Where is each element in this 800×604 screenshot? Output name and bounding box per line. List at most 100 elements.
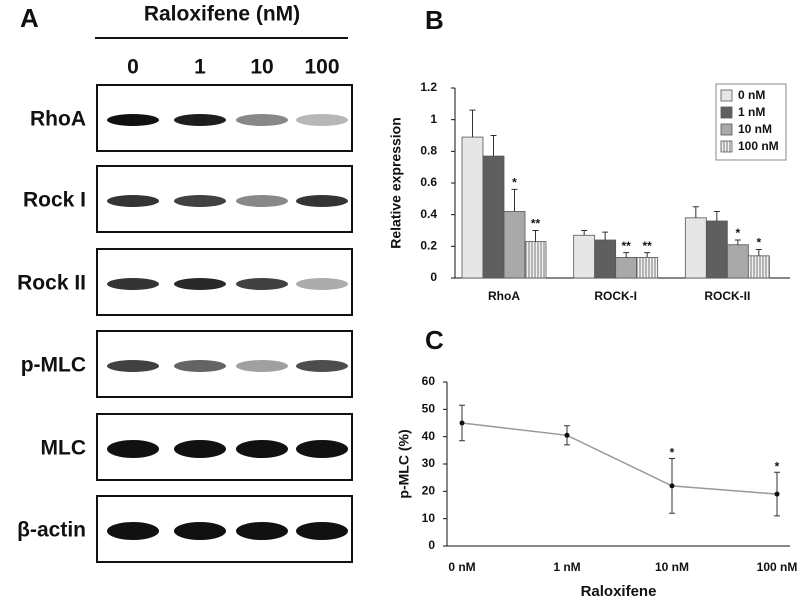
bar: [747, 255, 770, 279]
error-bar: [602, 231, 609, 240]
significance: **: [621, 239, 631, 253]
band: [174, 195, 226, 207]
bar: [461, 136, 484, 279]
error-bar: [692, 206, 699, 218]
band: [174, 440, 226, 458]
band: [236, 360, 288, 372]
lane-label: 10: [250, 56, 273, 79]
band: [107, 195, 159, 207]
band: [174, 522, 226, 540]
y-tick-label: 0.2: [420, 239, 437, 253]
significance: *: [735, 226, 740, 240]
bar: [573, 234, 596, 279]
band: [174, 360, 226, 372]
band: [107, 114, 159, 126]
y-axis-label: Relative expression: [388, 117, 404, 249]
x-tick-label: 100 nM: [757, 560, 798, 574]
x-tick-label: ROCK-II: [704, 289, 750, 303]
legend-label: 0 nM: [738, 88, 765, 102]
band: [107, 522, 159, 540]
legend-swatch: [720, 89, 733, 102]
band: [236, 522, 288, 540]
y-tick-label: 60: [422, 374, 436, 388]
bar: [636, 257, 659, 279]
y-tick-label: 50: [422, 402, 436, 416]
error-bar: [532, 230, 539, 242]
y-tick-label: 0.8: [420, 144, 437, 158]
significance: **: [642, 239, 652, 253]
y-tick-label: 10: [422, 511, 436, 525]
x-tick-label: 10 nM: [655, 560, 689, 574]
row-label: RhoA: [30, 108, 86, 131]
panel-label: B: [425, 5, 444, 35]
y-tick-label: 20: [422, 484, 436, 498]
band: [174, 114, 226, 126]
legend-swatch: [720, 106, 733, 119]
point: [774, 491, 780, 497]
error-bar: [755, 249, 762, 256]
y-axis-label: p-MLC (%): [396, 429, 412, 498]
x-axis-label: Raloxifene: [581, 583, 657, 600]
band: [296, 278, 348, 290]
band: [236, 278, 288, 290]
bar: [684, 217, 707, 279]
lane-label: 100: [304, 56, 339, 79]
y-tick-label: 0: [430, 270, 437, 284]
band: [296, 522, 348, 540]
error-bar: [490, 135, 497, 157]
band: [174, 278, 226, 290]
bar: [594, 239, 617, 279]
legend-label: 10 nM: [738, 122, 772, 136]
y-tick-label: 40: [422, 429, 436, 443]
point: [459, 420, 465, 426]
bar: [705, 220, 728, 279]
band: [296, 360, 348, 372]
x-tick-label: 1 nM: [553, 560, 580, 574]
x-tick-label: 0 nM: [448, 560, 475, 574]
row-label: β-actin: [17, 519, 86, 542]
significance: *: [512, 176, 517, 190]
lane-label: 1: [194, 56, 206, 79]
error-bar: [713, 211, 720, 221]
y-tick-label: 0.4: [420, 207, 437, 221]
band: [296, 440, 348, 458]
bar: [615, 257, 638, 279]
significance: *: [670, 446, 675, 460]
error-bar: [734, 239, 741, 245]
bar: [503, 211, 526, 279]
significance: **: [531, 217, 541, 231]
y-tick-label: 1: [430, 112, 437, 126]
band: [296, 114, 348, 126]
x-tick-label: ROCK-I: [594, 289, 637, 303]
band: [107, 278, 159, 290]
y-tick-label: 0.6: [420, 175, 437, 189]
legend-label: 1 nM: [738, 105, 765, 119]
band: [236, 440, 288, 458]
error-bar: [581, 230, 588, 236]
legend-swatch: [720, 123, 733, 136]
error-bar: [469, 109, 476, 138]
band: [236, 114, 288, 126]
line: [461, 422, 778, 495]
point: [669, 483, 675, 489]
band: [296, 195, 348, 207]
error-bar: [644, 252, 651, 258]
row-label: Rock II: [17, 272, 86, 295]
bar: [482, 155, 505, 279]
legend-label: 100 nM: [738, 139, 779, 153]
lane-label: 0: [127, 56, 139, 79]
error-bar: [511, 188, 518, 212]
band: [236, 195, 288, 207]
row-label: p-MLC: [21, 354, 86, 377]
band: [107, 360, 159, 372]
row-label: Rock I: [23, 189, 86, 212]
significance: *: [775, 459, 780, 473]
y-tick-label: 1.2: [420, 80, 437, 94]
panel-label: A: [20, 3, 39, 33]
y-tick-label: 0: [428, 538, 435, 552]
band: [107, 440, 159, 458]
blot-title: Raloxifene (nM): [144, 3, 300, 26]
bar: [726, 244, 749, 279]
x-tick-label: RhoA: [488, 289, 520, 303]
